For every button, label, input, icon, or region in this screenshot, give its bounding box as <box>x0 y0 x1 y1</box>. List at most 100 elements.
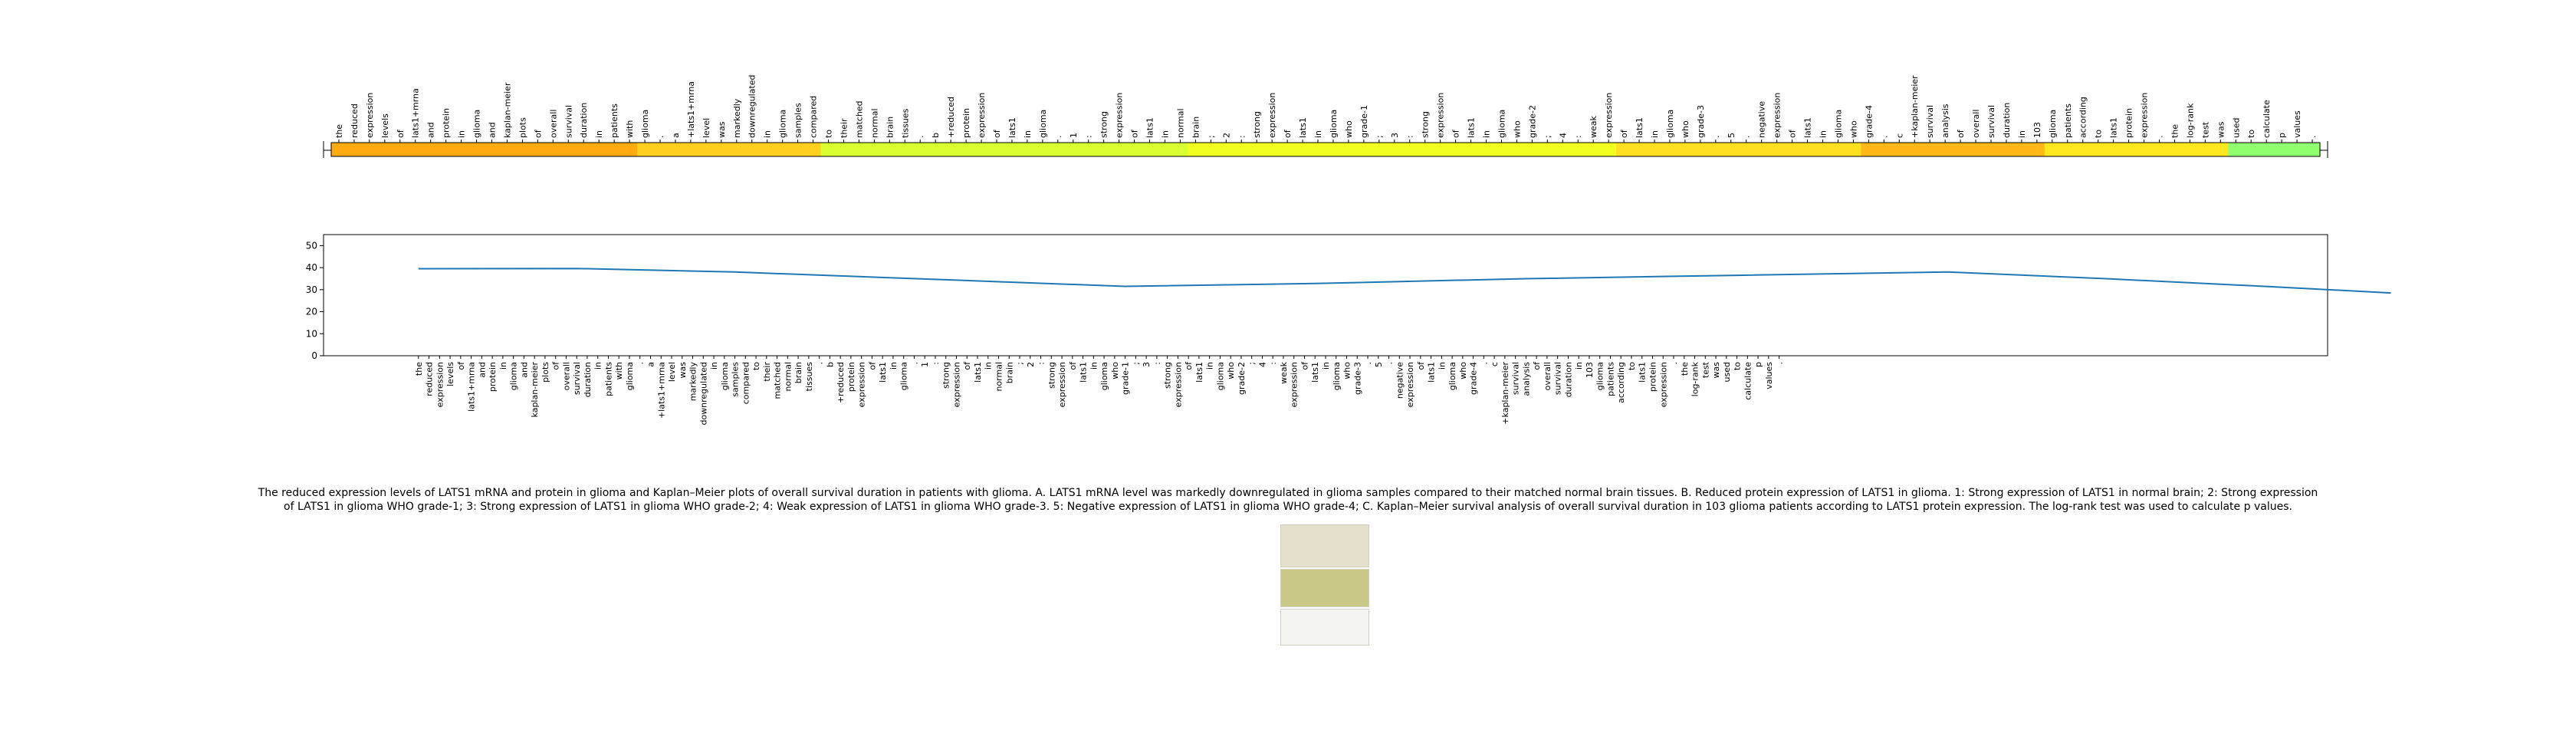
heatmap-token-label: 4 <box>1558 133 1568 138</box>
heatmap-token-label: survival <box>564 105 573 138</box>
heatmap-token-label: : <box>1573 135 1583 138</box>
heatmap-token-label: and <box>426 122 436 138</box>
x-token-label: expression <box>1405 362 1415 407</box>
heatmap-token-label: values <box>2292 110 2302 138</box>
heatmap-cell <box>1891 143 1907 156</box>
heatmap-token-label: survival <box>1925 105 1935 138</box>
x-token-label: expression <box>857 362 867 407</box>
heatmap-cell <box>1004 143 1020 156</box>
heatmap-token-label: the <box>334 124 344 138</box>
x-token-label: . <box>1385 362 1395 365</box>
heatmap-cell <box>1493 143 1510 156</box>
heatmap-token-label: lats1 <box>1145 117 1155 138</box>
x-token-label: glioma <box>1099 362 1109 390</box>
x-token-label: in <box>889 362 899 370</box>
heatmap-token-label: lats1 <box>1007 117 1017 138</box>
heatmap-cell <box>759 143 776 156</box>
heatmap-cell <box>392 143 409 156</box>
heatmap-cell <box>1065 143 1082 156</box>
heatmap-cell <box>1753 143 1770 156</box>
heatmap-token-label: lats1 <box>1803 117 1813 138</box>
x-token-label: . <box>1479 362 1489 365</box>
heatmap-cell <box>2121 143 2137 156</box>
heatmap-token-label: calculate <box>2262 100 2272 138</box>
heatmap-cell <box>958 143 974 156</box>
heatmap-cell <box>728 143 745 156</box>
heatmap-cell <box>820 143 837 156</box>
heatmap-token-label: patients <box>610 104 619 138</box>
heatmap-cell <box>1463 143 1480 156</box>
heatmap-token-label: who <box>1344 120 1354 138</box>
heatmap-cell <box>1188 143 1204 156</box>
heatmap-token-label: analysis <box>1940 104 1950 138</box>
heatmap-cell <box>1386 143 1403 156</box>
heatmap-token-label: a <box>671 133 681 138</box>
heatmap-token-label: expression <box>1773 93 1783 138</box>
heatmap-cell <box>744 143 761 156</box>
heatmap-cell <box>1601 143 1617 156</box>
x-token-label: patients <box>603 362 613 396</box>
x-token-label: ; <box>1247 362 1257 365</box>
x-token-label: of <box>456 361 466 370</box>
x-token-label: used <box>1722 362 1732 382</box>
heatmap-cell <box>1310 143 1326 156</box>
heatmap-cell <box>1907 143 1923 156</box>
heatmap-token-label: of <box>1451 129 1461 138</box>
heatmap-cell <box>1355 143 1372 156</box>
top-heatmap-axis: the reduced expression levels of lats1+mrna an… <box>334 74 2318 143</box>
heatmap-cell <box>1401 143 1418 156</box>
heatmap-token-label: 5 <box>1727 133 1737 138</box>
heatmap-cell <box>667 143 684 156</box>
heatmap-cell <box>1585 143 1602 156</box>
heatmap-cell <box>1983 143 1999 156</box>
heatmap-cell <box>2075 143 2091 156</box>
heatmap-token-label: expression <box>977 93 987 138</box>
x-token-label: glioma <box>1215 362 1225 390</box>
heatmap-cell <box>361 143 378 156</box>
x-token-label: expression <box>1057 362 1067 407</box>
heatmap-cell <box>560 143 577 156</box>
heatmap-token-label: ; <box>1375 135 1385 138</box>
heatmap-token-label: lats1 <box>2109 117 2119 138</box>
heatmap-cell <box>1157 143 1174 156</box>
x-token-label: of <box>1184 361 1194 370</box>
x-token-label: levels <box>445 362 455 386</box>
x-token-label: to <box>1733 362 1743 370</box>
heatmap-cell <box>1570 143 1586 156</box>
heatmap-token-label: of <box>1283 129 1293 138</box>
heatmap-token-label: strong <box>1421 111 1431 138</box>
heatmap-token-label: level <box>702 118 711 138</box>
x-token-label: lats1 <box>1194 362 1204 383</box>
heatmap-cell <box>1371 143 1388 156</box>
heatmap-cell <box>682 143 699 156</box>
heatmap-token-label: b <box>931 133 941 138</box>
heatmap-token-label: to <box>824 130 834 138</box>
heatmap-cell <box>407 143 424 156</box>
heatmap-token-label: levels <box>380 113 390 138</box>
heatmap-cell <box>2243 143 2259 156</box>
heatmap-token-label: glioma <box>1497 110 1506 138</box>
heatmap-token-label: in <box>1313 130 1323 138</box>
x-token-label: lats1 <box>1427 362 1437 383</box>
heatmap-cell <box>1218 143 1234 156</box>
heatmap-cell <box>1968 143 1984 156</box>
x-token-label: was <box>678 362 688 379</box>
heatmap-token-label: strong <box>1252 111 1262 138</box>
heatmap-token-label: in <box>594 130 604 138</box>
x-token-label: . <box>1363 362 1373 365</box>
heatmap-token-label: samples <box>794 103 803 138</box>
x-token-label: . <box>909 362 919 365</box>
heatmap-token-label: 1 <box>1069 133 1079 138</box>
x-token-label: log-rank <box>1691 361 1700 396</box>
x-token-label: expression <box>951 362 961 407</box>
heatmap-token-label: who <box>1848 120 1858 138</box>
x-token-label: brain <box>1004 362 1014 383</box>
heatmap-cell <box>1447 143 1464 156</box>
heatmap-cell <box>790 143 807 156</box>
heatmap-cell <box>1876 143 1892 156</box>
x-token-label: lats1 <box>1310 362 1320 383</box>
heatmap-token-label: +lats1+mrna <box>686 81 696 138</box>
heatmap-cell <box>1784 143 1801 156</box>
x-token-label: survival <box>1553 362 1563 395</box>
